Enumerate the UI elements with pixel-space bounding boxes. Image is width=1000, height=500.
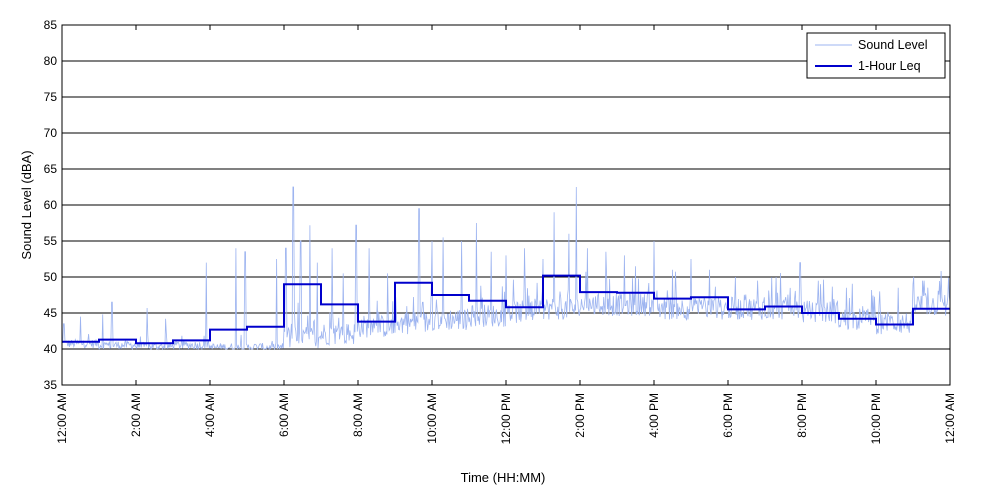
y-axis-ticks: 35 40 45 50 55 60 65 70 75 80 85 [44,18,67,392]
y-tick-label: 75 [44,90,58,104]
legend-label-sound-level: Sound Level [858,38,928,52]
x-tick-label: 10:00 AM [425,393,439,444]
x-axis-ticks: 12:00 AM 2:00 AM 4:00 AM 6:00 AM 8:00 AM 10:0… [55,25,957,444]
x-tick-label: 6:00 PM [721,393,735,438]
legend-box [806,32,946,79]
x-tick-label: 8:00 PM [795,393,809,438]
y-tick-label: 45 [44,306,58,320]
y-tick-label: 40 [44,342,58,356]
x-tick-label: 12:00 AM [943,393,957,444]
x-axis-label: Time (HH:MM) [461,470,546,485]
y-tick-label: 70 [44,126,58,140]
y-tick-label: 80 [44,54,58,68]
y-tick-label: 35 [44,378,58,392]
x-tick-label: 2:00 AM [129,393,143,437]
x-tick-label: 12:00 PM [499,393,513,444]
x-tick-label: 10:00 PM [869,393,883,444]
leq-series [62,274,950,345]
x-tick-label: 6:00 AM [277,393,291,437]
y-tick-label: 85 [44,18,58,32]
y-tick-label: 55 [44,234,58,248]
y-tick-label: 50 [44,270,58,284]
x-tick-label: 4:00 AM [203,393,217,437]
x-tick-label: 12:00 AM [55,393,69,444]
x-tick-label: 4:00 PM [647,393,661,438]
leq-step-line [62,274,950,345]
y-tick-label: 65 [44,162,58,176]
y-tick-label: 60 [44,198,58,212]
x-tick-label: 2:00 PM [573,393,587,438]
legend-label-leq: 1-Hour Leq [858,59,921,73]
x-tick-label: 8:00 AM [351,393,365,437]
legend: Sound Level 1-Hour Leq [806,32,946,79]
y-axis-label: Sound Level (dBA) [19,150,34,259]
